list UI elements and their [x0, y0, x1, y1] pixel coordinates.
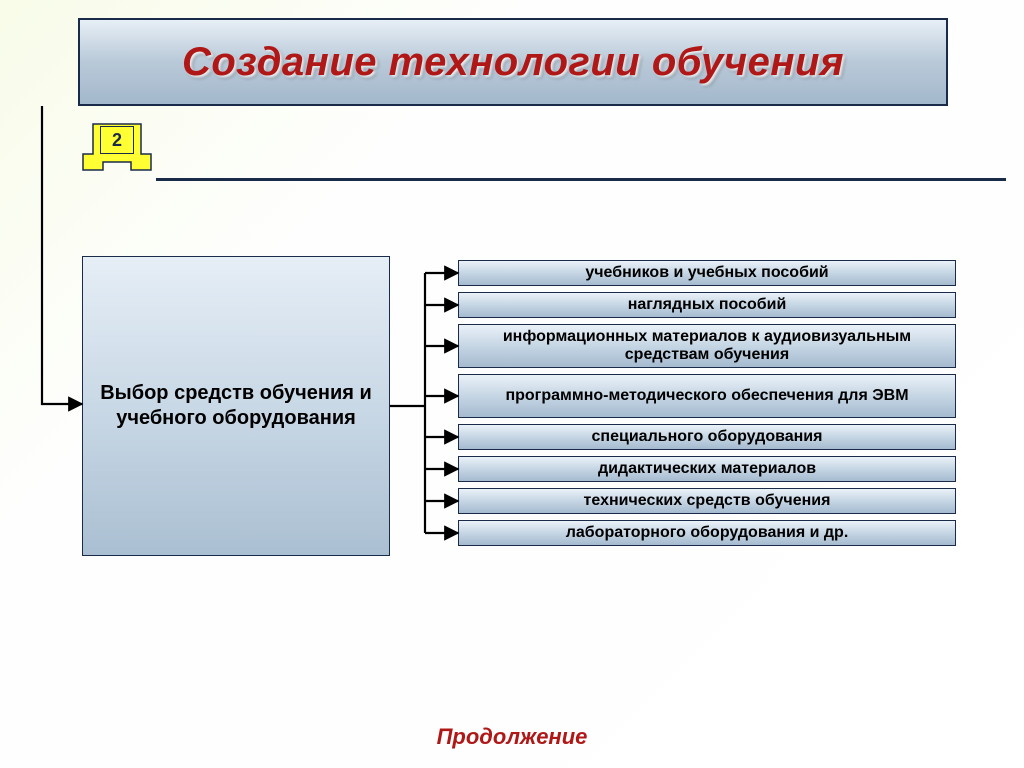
main-box-text: Выбор средств обучения и учебного оборуд…: [95, 381, 377, 431]
item-box: программно-методического обеспечения для…: [458, 374, 956, 418]
item-box: учебников и учебных пособий: [458, 260, 956, 286]
item-box: технических средств обучения: [458, 488, 956, 514]
divider: [156, 178, 1006, 181]
item-box: лабораторного оборудования и др.: [458, 520, 956, 546]
item-box: информационных материалов к аудиовизуаль…: [458, 324, 956, 368]
footer-continue: Продолжение: [0, 724, 1024, 750]
main-box: Выбор средств обучения и учебного оборуд…: [82, 256, 390, 556]
item-box: дидактических материалов: [458, 456, 956, 482]
title-bar: Создание технологии обучения: [78, 18, 948, 106]
page-title: Создание технологии обучения: [182, 40, 844, 85]
item-box: наглядных пособий: [458, 292, 956, 318]
step-number: 2: [100, 126, 134, 154]
item-box: специального оборудования: [458, 424, 956, 450]
step-badge: 2: [82, 120, 152, 176]
